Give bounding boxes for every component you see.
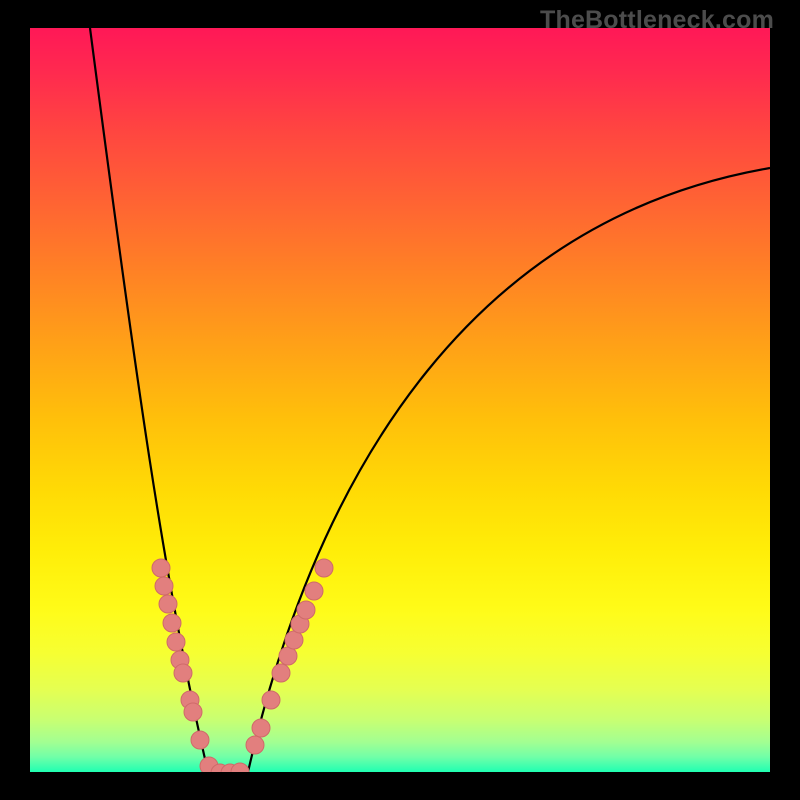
data-point: [285, 631, 303, 649]
watermark-text: TheBottleneck.com: [540, 6, 774, 35]
plot-area: [30, 28, 770, 772]
curve-layer: [30, 28, 770, 772]
data-point: [167, 633, 185, 651]
data-point: [159, 595, 177, 613]
data-point: [191, 731, 209, 749]
data-point: [272, 664, 290, 682]
data-point: [305, 582, 323, 600]
data-point: [262, 691, 280, 709]
data-point: [155, 577, 173, 595]
data-point: [246, 736, 264, 754]
curve-left: [90, 28, 208, 772]
data-point: [279, 647, 297, 665]
data-point: [184, 703, 202, 721]
data-point: [252, 719, 270, 737]
chart-container: TheBottleneck.com: [0, 0, 800, 800]
border-left: [0, 0, 30, 800]
data-point: [315, 559, 333, 577]
data-point: [297, 601, 315, 619]
data-point: [152, 559, 170, 577]
data-point: [174, 664, 192, 682]
curve-right: [248, 168, 770, 772]
border-bottom: [0, 772, 800, 800]
border-right: [770, 0, 800, 800]
data-point: [163, 614, 181, 632]
data-dots: [152, 559, 333, 772]
